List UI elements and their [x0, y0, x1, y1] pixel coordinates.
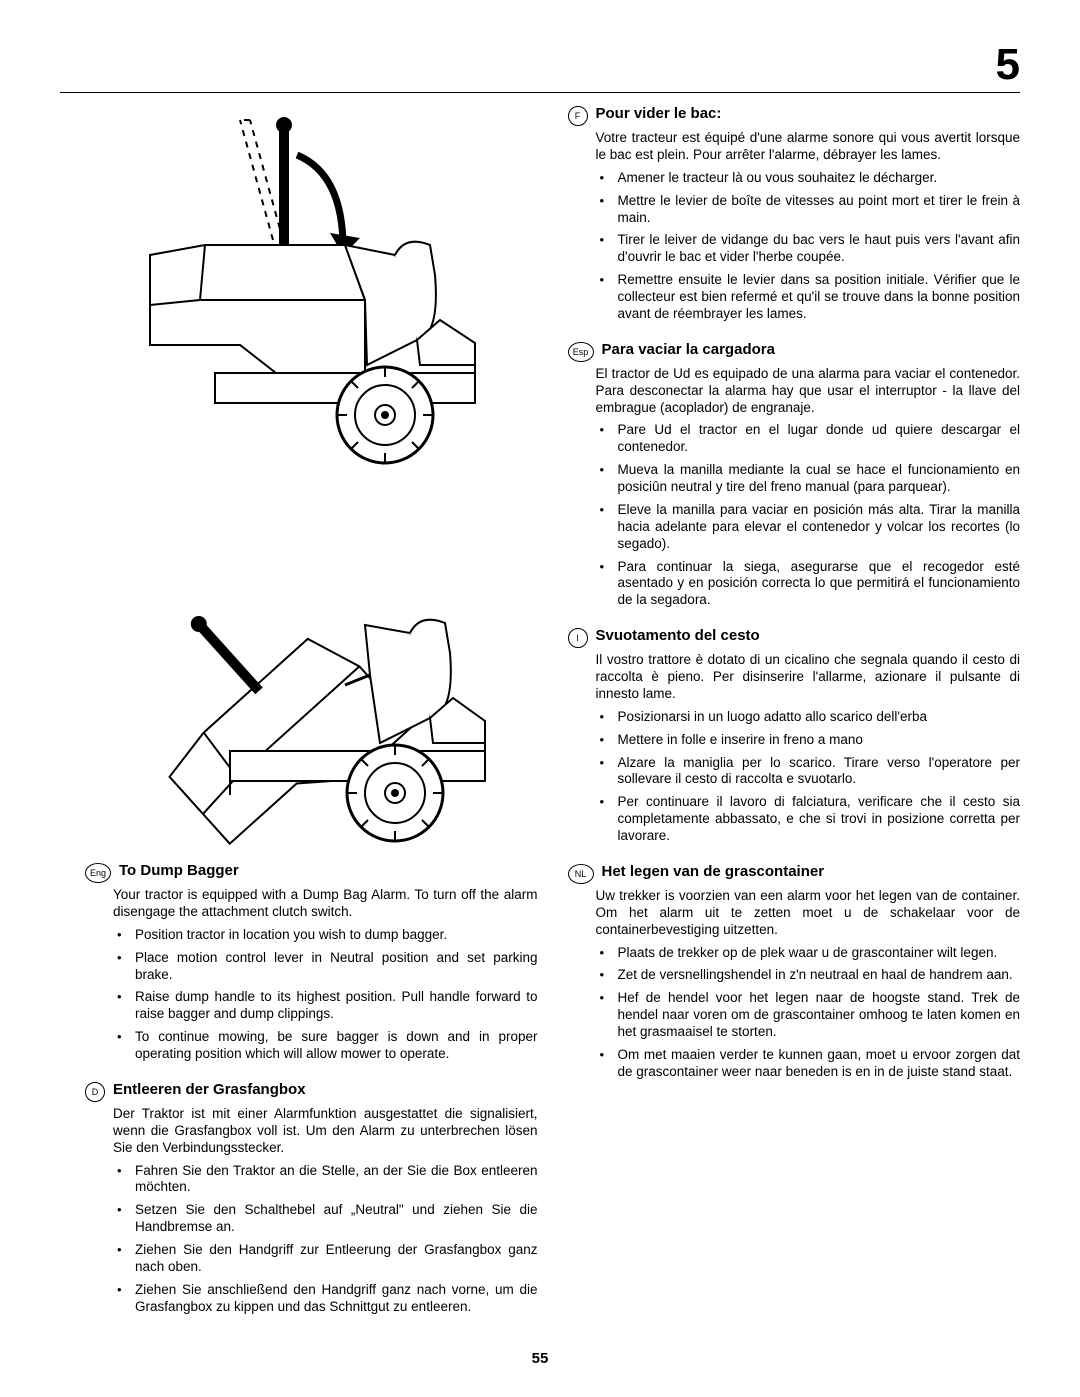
- list-item: Tirer le leiver de vidange du bac vers l…: [596, 232, 1021, 266]
- section-intro: Il vostro trattore è dotato di un cicali…: [596, 652, 1021, 703]
- list-item: Hef de hendel voor het legen naar de hoo…: [596, 990, 1021, 1041]
- lang-badge-f: F: [568, 106, 588, 126]
- section-title: Svuotamento del cesto: [596, 627, 760, 644]
- lang-badge-eng: Eng: [85, 863, 111, 883]
- list-item: Fahren Sie den Traktor an die Stelle, an…: [113, 1163, 538, 1197]
- section-title: To Dump Bagger: [119, 862, 239, 879]
- section-d: D Entleeren der Grasfangbox Der Traktor …: [85, 1081, 538, 1316]
- list-item: Remettre ensuite le levier dans sa posit…: [596, 272, 1021, 323]
- section-intro: Uw trekker is voorzien van een alarm voo…: [596, 888, 1021, 939]
- list-item: Setzen Sie den Schalthebel auf „Neutral"…: [113, 1202, 538, 1236]
- chapter-number: 5: [996, 40, 1020, 90]
- section-title: Para vaciar la cargadora: [602, 341, 775, 358]
- section-title: Entleeren der Grasfangbox: [113, 1081, 306, 1098]
- bullet-list: Posizionarsi in un luogo adatto allo sca…: [596, 709, 1021, 845]
- lang-badge-i: I: [568, 628, 588, 648]
- list-item: Mettere in folle e inserire in freno a m…: [596, 732, 1021, 749]
- bullet-list: Amener le tracteur là ou vous souhaitez …: [596, 170, 1021, 323]
- lang-badge-nl: NL: [568, 864, 594, 884]
- bullet-list: Position tractor in location you wish to…: [113, 927, 538, 1063]
- list-item: Position tractor in location you wish to…: [113, 927, 538, 944]
- horizontal-rule: [60, 92, 1020, 93]
- list-item: Eleve la manilla para vaciar en posición…: [596, 502, 1021, 553]
- list-item: Mettre le levier de boîte de vitesses au…: [596, 193, 1021, 227]
- lang-badge-d: D: [85, 1082, 105, 1102]
- section-nl: NL Het legen van de grascontainer Uw tre…: [568, 863, 1021, 1081]
- list-item: Plaats de trekker op de plek waar u de g…: [596, 945, 1021, 962]
- section-intro: El tractor de Ud es equipado de una alar…: [596, 366, 1021, 417]
- list-item: Alzare la maniglia per lo scarico. Tirar…: [596, 755, 1021, 789]
- section-f: F Pour vider le bac: Votre tracteur est …: [568, 105, 1021, 323]
- list-item: Zet de versnellingshendel in z'n neutraa…: [596, 967, 1021, 984]
- tractor-closed-icon: [85, 105, 505, 475]
- list-item: Mueva la manilla mediante la cual se hac…: [596, 462, 1021, 496]
- section-title: Het legen van de grascontainer: [602, 863, 825, 880]
- lang-badge-esp: Esp: [568, 342, 594, 362]
- list-item: Amener le tracteur là ou vous souhaitez …: [596, 170, 1021, 187]
- list-item: Place motion control lever in Neutral po…: [113, 950, 538, 984]
- list-item: Raise dump handle to its highest positio…: [113, 989, 538, 1023]
- tractor-open-icon: [85, 475, 505, 845]
- tractor-diagrams: [85, 105, 538, 850]
- list-item: Para continuar la siega, asegurarse que …: [596, 559, 1021, 610]
- list-item: Om met maaien verder te kunnen gaan, moe…: [596, 1047, 1021, 1081]
- section-title: Pour vider le bac:: [596, 105, 722, 122]
- list-item: Ziehen Sie den Handgriff zur Entleerung …: [113, 1242, 538, 1276]
- list-item: Per continuare il lavoro di falciatura, …: [596, 794, 1021, 845]
- section-intro: Votre tracteur est équipé d'une alarme s…: [596, 130, 1021, 164]
- section-intro: Der Traktor ist mit einer Alarmfunktion …: [113, 1106, 538, 1157]
- content-area: Eng To Dump Bagger Your tractor is equip…: [85, 105, 1020, 1327]
- list-item: Posizionarsi in un luogo adatto allo sca…: [596, 709, 1021, 726]
- list-item: Ziehen Sie anschließend den Handgriff ga…: [113, 1282, 538, 1316]
- list-item: To continue mowing, be sure bagger is do…: [113, 1029, 538, 1063]
- bullet-list: Pare Ud el tractor en el lugar donde ud …: [596, 422, 1021, 609]
- section-esp: Esp Para vaciar la cargadora El tractor …: [568, 341, 1021, 609]
- left-column: Eng To Dump Bagger Your tractor is equip…: [85, 105, 538, 1327]
- bullet-list: Fahren Sie den Traktor an die Stelle, an…: [113, 1163, 538, 1316]
- section-eng: Eng To Dump Bagger Your tractor is equip…: [85, 862, 538, 1063]
- section-intro: Your tractor is equipped with a Dump Bag…: [113, 887, 538, 921]
- list-item: Pare Ud el tractor en el lugar donde ud …: [596, 422, 1021, 456]
- right-column: F Pour vider le bac: Votre tracteur est …: [568, 105, 1021, 1327]
- bullet-list: Plaats de trekker op de plek waar u de g…: [596, 945, 1021, 1081]
- section-i: I Svuotamento del cesto Il vostro tratto…: [568, 627, 1021, 845]
- page-number: 55: [0, 1350, 1080, 1367]
